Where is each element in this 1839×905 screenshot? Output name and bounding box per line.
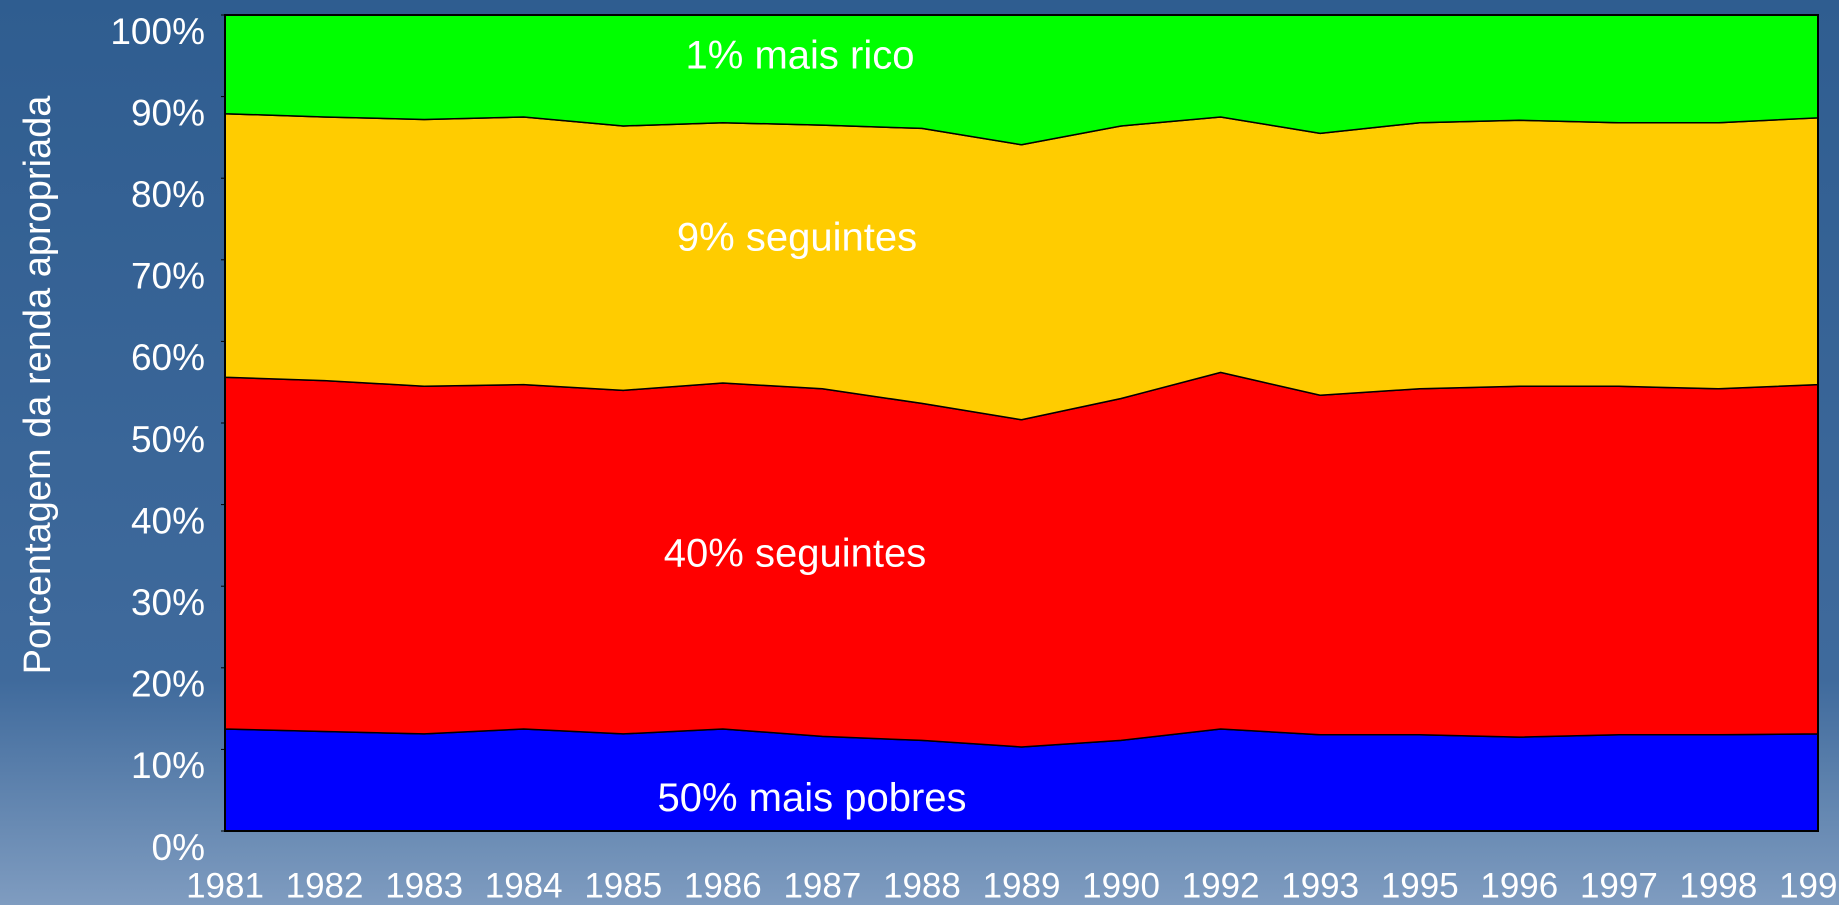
y-axis-label: Porcentagem da renda apropriada	[17, 95, 59, 675]
y-tick-label: 0%	[152, 827, 205, 868]
y-tick-label: 60%	[131, 337, 205, 378]
y-tick-label: 10%	[131, 745, 205, 786]
y-tick-label: 90%	[131, 92, 205, 133]
x-tick-label: 1987	[783, 866, 861, 905]
x-tick-label: 1986	[684, 866, 762, 905]
x-tick-label: 1982	[286, 866, 364, 905]
y-tick-label: 30%	[131, 582, 205, 623]
area-label: 50% mais pobres	[657, 776, 966, 820]
x-tick-label: 1999	[1779, 866, 1839, 905]
x-tick-label: 1988	[883, 866, 961, 905]
x-tick-label: 1993	[1281, 866, 1359, 905]
area-label: 40% seguintes	[664, 532, 926, 576]
area-label: 9% seguintes	[677, 215, 917, 259]
x-tick-label: 1998	[1680, 866, 1758, 905]
x-tick-label: 1985	[584, 866, 662, 905]
x-tick-label: 1997	[1580, 866, 1658, 905]
y-tick-label: 20%	[131, 664, 205, 705]
x-tick-label: 1990	[1082, 866, 1160, 905]
area	[224, 371, 1819, 748]
x-tick-label: 1996	[1480, 866, 1558, 905]
area	[224, 112, 1819, 421]
x-tick-label: 1992	[1182, 866, 1260, 905]
x-tick-label: 1989	[983, 866, 1061, 905]
x-tick-label: 1983	[385, 866, 463, 905]
y-tick-label: 70%	[131, 256, 205, 297]
y-tick-label: 40%	[131, 500, 205, 541]
y-tick-label: 80%	[131, 174, 205, 215]
y-tick-label: 100%	[110, 11, 205, 52]
x-tick-label: 1995	[1381, 866, 1459, 905]
area-label: 1% mais rico	[686, 34, 915, 78]
y-tick-label: 50%	[131, 419, 205, 460]
x-tick-label: 1981	[186, 866, 264, 905]
x-tick-label: 1984	[485, 866, 563, 905]
